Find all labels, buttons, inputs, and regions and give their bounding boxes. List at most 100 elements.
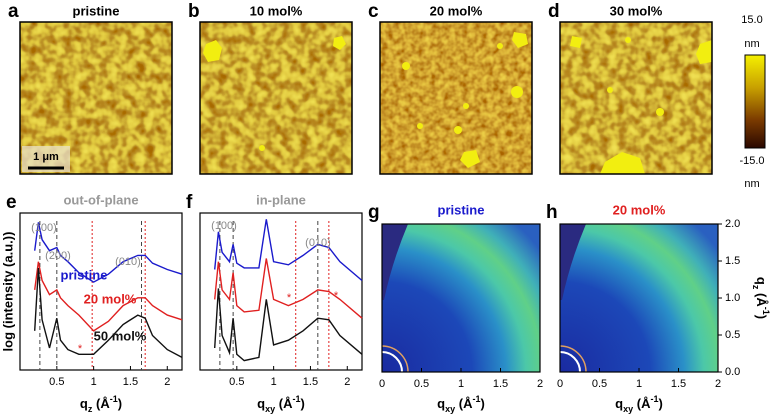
afm-images: 1 μm 15.0 nm -15.0 nm [19, 14, 766, 190]
x-tick-label: 1 [636, 378, 642, 390]
panel-title: 10 mol% [250, 3, 303, 18]
x-tick-label: 1.5 [493, 378, 508, 390]
annotation: * [78, 343, 83, 355]
y-tick-label: 2.0 [725, 218, 740, 230]
annotation: (100) [31, 222, 57, 234]
panel-title: 20 mol% [613, 202, 666, 217]
axis-label-part: xy [265, 404, 275, 414]
x-tick-label: 0.5 [49, 376, 64, 388]
y-tick-label: 0.0 [725, 366, 740, 378]
panel-title: 20 mol% [430, 3, 483, 18]
axis-label: qxy (Å-1) [257, 394, 305, 414]
panel-letter: c [368, 1, 379, 22]
panel-title: out-of-plane [63, 192, 138, 207]
axis-label-part: (Å [455, 396, 473, 411]
colorbar-unit: nm [744, 38, 759, 50]
axis-label-part: q [257, 396, 265, 411]
x-tick-label: 0.5 [229, 376, 244, 388]
panel-letter: f [186, 192, 193, 213]
axes-frame [199, 212, 363, 371]
panel-letter: b [188, 1, 200, 22]
x-tick-label: 0 [379, 378, 385, 390]
afm-image [380, 22, 532, 174]
axis-label-part: xy [445, 404, 455, 414]
giwaxs-image [560, 224, 718, 372]
axis-label-part: ) [658, 396, 662, 411]
data-line [214, 219, 363, 282]
colorbar-min: -15.0 [739, 155, 764, 167]
colorbar-unit: nm [744, 178, 759, 190]
axis-label: qxy (Å-1) [437, 394, 485, 414]
data-line [214, 288, 363, 362]
scale-bar-label: 1 μm [33, 151, 59, 163]
series-label: 50 mol% [94, 328, 147, 343]
y-tick-label: 0.5 [725, 329, 740, 341]
panel-letter: e [6, 192, 17, 213]
x-tick-label: 1 [458, 378, 464, 390]
axis-label-part: z [751, 285, 761, 290]
frame [379, 21, 533, 175]
colorbar-max: 15.0 [741, 14, 762, 26]
axis-label-part: ) [754, 315, 769, 319]
axis-label-part: -1 [110, 394, 118, 404]
axis-label-part: -1 [761, 307, 771, 315]
x-tick-label: 0.5 [414, 378, 429, 390]
axis-label: log (intensity (a.u.)) [0, 232, 15, 352]
axis-label-part: (Å [92, 396, 110, 411]
axis-label-part: q [80, 396, 88, 411]
frame [199, 21, 353, 175]
x-tick-label: 2 [164, 376, 170, 388]
axis-label-part: (Å [754, 289, 769, 307]
annotation: * [287, 292, 292, 304]
axis-label-part: (Å [633, 396, 651, 411]
x-tick-label: 1.5 [671, 378, 686, 390]
afm-image [560, 22, 712, 174]
axis-label-part: q [754, 277, 769, 285]
afm-image [200, 22, 352, 174]
axis-label-part: -1 [650, 394, 658, 404]
panel-title: pristine [438, 202, 485, 217]
x-tick-label: 1 [91, 376, 97, 388]
x-tick-label: 2 [344, 376, 350, 388]
axis-label: qz (Å-1) [80, 394, 122, 414]
axis-label-part: ) [480, 396, 484, 411]
giwaxs-image [382, 224, 540, 372]
data-line [34, 267, 183, 359]
axis-label-part: q [437, 396, 445, 411]
frame [19, 21, 173, 175]
annotation: (010) [115, 256, 141, 268]
axis-label: qz (Å-1) [751, 277, 771, 319]
data-line [34, 261, 183, 332]
panel-letter: g [368, 202, 380, 223]
panel-letter: d [548, 1, 560, 22]
series-label: pristine [61, 267, 108, 282]
panel-letter: a [8, 1, 19, 22]
annotation: (200) [45, 250, 71, 262]
x-tick-label: 0 [557, 378, 563, 390]
axis-label-part: ) [118, 396, 122, 411]
annotation: (100) [211, 220, 237, 232]
axis-label-part: -1 [472, 394, 480, 404]
panel-title: 30 mol% [610, 3, 663, 18]
annotation: * [334, 290, 339, 302]
x-tick-label: 1.5 [123, 376, 138, 388]
axis-label-part: z [88, 404, 93, 414]
particles [203, 32, 712, 174]
axis-label-part: ) [300, 396, 304, 411]
data-line [34, 222, 183, 283]
axis-label-part: xy [623, 404, 633, 414]
x-tick-label: 1 [271, 376, 277, 388]
panel-title: pristine [73, 3, 120, 18]
x-tick-label: 2 [715, 378, 721, 390]
axis-label-part: (Å [275, 396, 293, 411]
x-tick-label: 2 [537, 378, 543, 390]
panel-title: in-plane [256, 192, 306, 207]
data-line [214, 258, 363, 319]
x-tick-label: 0.5 [592, 378, 607, 390]
annotation: (010) [305, 237, 331, 249]
series-label: 20 mol% [84, 291, 137, 306]
axis-label-part: q [615, 396, 623, 411]
axis-label: qxy (Å-1) [615, 394, 663, 414]
axis-label-part: -1 [292, 394, 300, 404]
